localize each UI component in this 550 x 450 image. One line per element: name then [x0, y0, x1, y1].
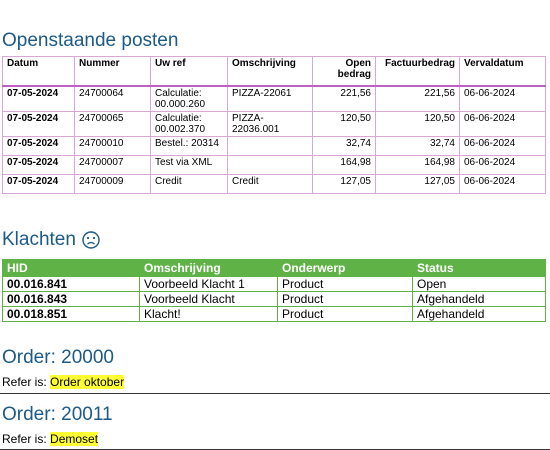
- refer-value: Order oktober: [50, 375, 125, 389]
- col-vervaldatum: Vervaldatum: [459, 56, 546, 87]
- cell-vervaldatum: 06-06-2024: [459, 174, 546, 194]
- cell-status: Afgehandeld: [412, 291, 546, 307]
- cell-hid: 00.016.843: [2, 291, 140, 307]
- cell-omschrijving: Klacht!: [139, 306, 278, 322]
- cell-omschrijving: [227, 136, 313, 156]
- table-row: 07-05-2024 24700065 Calculatie: 00.002.3…: [2, 111, 546, 137]
- cell-factuurbedrag: 32,74: [375, 136, 460, 156]
- cell-nummer: 24700064: [74, 85, 151, 112]
- cell-open-bedrag: 32,74: [312, 136, 376, 156]
- posten-title: Openstaande posten: [2, 30, 179, 51]
- table-row: 00.018.851 Klacht! Product Afgehandeld: [2, 306, 546, 322]
- col-omschrijving: Omschrijving: [227, 56, 313, 87]
- cell-hid: 00.016.841: [2, 276, 140, 292]
- cell-uw-ref: Calculatie: 00.000.260: [150, 85, 228, 112]
- cell-omschrijving: Voorbeeld Klacht: [139, 291, 278, 307]
- klachten-table: HID Omschrijving Onderwerp Status 00.016…: [2, 259, 546, 322]
- table-row: 00.016.841 Voorbeeld Klacht 1 Product Op…: [2, 276, 546, 292]
- refer-value: Demoset: [50, 432, 99, 446]
- cell-omschrijving: PIZZA-22061: [227, 85, 313, 112]
- cell-datum: 07-05-2024: [2, 111, 75, 137]
- cell-nummer: 24700065: [74, 111, 151, 137]
- col-uw-ref: Uw ref: [150, 56, 228, 87]
- cell-omschrijving: PIZZA-22036.001: [227, 111, 313, 137]
- cell-status: Open: [412, 276, 546, 292]
- cell-onderwerp: Product: [277, 291, 413, 307]
- order-refer: Refer is: Demoset: [2, 432, 99, 446]
- cell-open-bedrag: 221,56: [312, 85, 376, 112]
- posten-table: Datum Nummer Uw ref Omschrijving Open be…: [2, 56, 546, 194]
- order-title: Order: 20000: [2, 347, 114, 368]
- cell-hid: 00.018.851: [2, 306, 140, 322]
- klachten-heading: Klachten: [2, 229, 100, 251]
- col-factuurbedrag: Factuurbedrag: [375, 56, 460, 87]
- cell-vervaldatum: 06-06-2024: [459, 136, 546, 156]
- col-hid: HID: [2, 259, 140, 277]
- cell-datum: 07-05-2024: [2, 155, 75, 175]
- cell-nummer: 24700010: [74, 136, 151, 156]
- cell-status: Afgehandeld: [412, 306, 546, 322]
- cell-datum: 07-05-2024: [2, 174, 75, 194]
- col-nummer: Nummer: [74, 56, 151, 87]
- col-open-bedrag: Open bedrag: [312, 56, 376, 87]
- order-title: Order: 20011: [2, 404, 113, 425]
- klachten-title: Klachten: [2, 229, 76, 250]
- cell-open-bedrag: 127,05: [312, 174, 376, 194]
- col-omschrijving: Omschrijving: [139, 259, 278, 277]
- col-status: Status: [412, 259, 546, 277]
- cell-factuurbedrag: 221,56: [375, 85, 460, 112]
- refer-label: Refer is:: [2, 375, 47, 389]
- cell-omschrijving: [227, 155, 313, 175]
- cell-datum: 07-05-2024: [2, 136, 75, 156]
- table-row: 07-05-2024 24700010 Bestel.: 20314 32,74…: [2, 136, 546, 156]
- cell-uw-ref: Bestel.: 20314: [150, 136, 228, 156]
- cell-open-bedrag: 120,50: [312, 111, 376, 137]
- col-onderwerp: Onderwerp: [277, 259, 413, 277]
- table-row: 07-05-2024 24700064 Calculatie: 00.000.2…: [2, 85, 546, 112]
- cell-uw-ref: Test via XML: [150, 155, 228, 175]
- cell-nummer: 24700007: [74, 155, 151, 175]
- table-row: 07-05-2024 24700009 Credit Credit 127,05…: [2, 174, 546, 194]
- cell-omschrijving: Credit: [227, 174, 313, 194]
- sad-face-icon: [82, 231, 100, 249]
- cell-open-bedrag: 164,98: [312, 155, 376, 175]
- cell-factuurbedrag: 127,05: [375, 174, 460, 194]
- cell-factuurbedrag: 164,98: [375, 155, 460, 175]
- klachten-header-row: HID Omschrijving Onderwerp Status: [2, 259, 546, 277]
- cell-vervaldatum: 06-06-2024: [459, 85, 546, 112]
- cell-vervaldatum: 06-06-2024: [459, 155, 546, 175]
- cell-nummer: 24700009: [74, 174, 151, 194]
- cell-omschrijving: Voorbeeld Klacht 1: [139, 276, 278, 292]
- order-refer: Refer is: Order oktober: [2, 375, 125, 389]
- cell-onderwerp: Product: [277, 276, 413, 292]
- divider: [0, 393, 550, 394]
- posten-header-row: Datum Nummer Uw ref Omschrijving Open be…: [2, 56, 546, 87]
- cell-datum: 07-05-2024: [2, 85, 75, 112]
- cell-uw-ref: Calculatie: 00.002.370: [150, 111, 228, 137]
- col-datum: Datum: [2, 56, 75, 87]
- cell-factuurbedrag: 120,50: [375, 111, 460, 137]
- cell-onderwerp: Product: [277, 306, 413, 322]
- cell-vervaldatum: 06-06-2024: [459, 111, 546, 137]
- table-row: 00.016.843 Voorbeeld Klacht Product Afge…: [2, 291, 546, 307]
- refer-label: Refer is:: [2, 432, 47, 446]
- cell-uw-ref: Credit: [150, 174, 228, 194]
- table-row: 07-05-2024 24700007 Test via XML 164,98 …: [2, 155, 546, 175]
